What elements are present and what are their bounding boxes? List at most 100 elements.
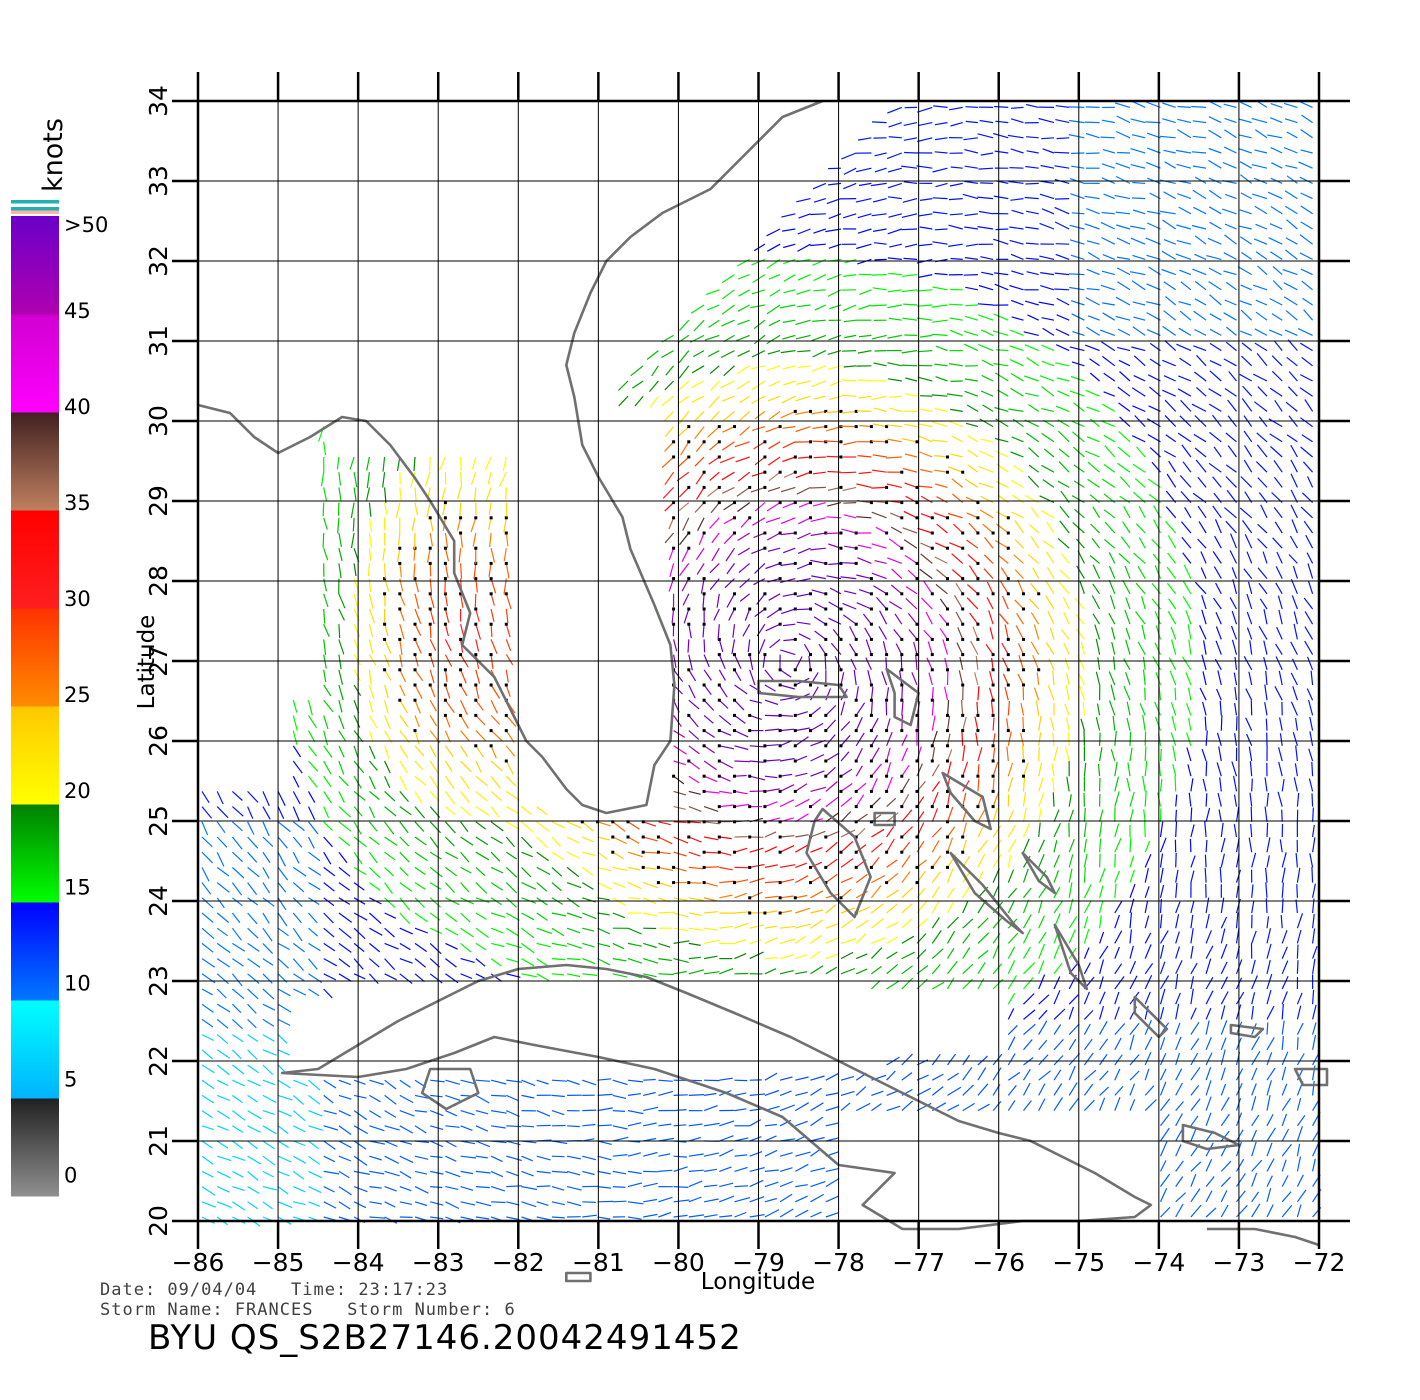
- wind-vector: [1204, 854, 1207, 868]
- wind-vector: [612, 1136, 629, 1142]
- wind-vector: [965, 106, 978, 108]
- wind-vector: [1190, 1128, 1197, 1142]
- latitude-tick-label: 20: [144, 1205, 173, 1237]
- wind-vector: [627, 1122, 642, 1127]
- wind-vector: [262, 1186, 277, 1191]
- wind-vector: [612, 1170, 627, 1175]
- wind-vector: [277, 1125, 289, 1134]
- wind-vector: [308, 1170, 323, 1179]
- wind-vector: [1175, 1101, 1184, 1111]
- wind-vector: [384, 1094, 397, 1105]
- colorbar-label: 5: [64, 1067, 77, 1091]
- wind-vector: [369, 1155, 382, 1161]
- wind-vector: [1296, 1115, 1306, 1127]
- wind-vector: [201, 1125, 214, 1131]
- wind-vector: [536, 1170, 551, 1174]
- wind-vector: [627, 1182, 643, 1188]
- longitude-tick-label: −80: [652, 1248, 705, 1277]
- product-id: BYU QS_S2B27146.20042491452: [148, 1318, 742, 1358]
- wind-vector: [962, 1066, 973, 1081]
- wind-vector: [749, 1179, 764, 1188]
- wind-vector: [1053, 1038, 1064, 1051]
- wind-vector: [308, 1186, 322, 1194]
- wind-vector: [1099, 1054, 1108, 1066]
- wind-vector: [1144, 1068, 1150, 1081]
- wind-vector: [1175, 1203, 1184, 1218]
- wind-vector: [338, 1125, 352, 1135]
- wind-vector: [353, 1140, 367, 1150]
- wind-vector: [734, 1166, 748, 1172]
- wind-vector: [1160, 1173, 1171, 1187]
- wind-vector: [430, 1125, 444, 1130]
- latitude-tick-label: 26: [144, 725, 173, 757]
- wind-vector: [749, 1151, 763, 1157]
- wind-vector: [262, 1079, 276, 1086]
- wind-vector: [506, 1110, 520, 1118]
- wind-vector: [262, 1201, 273, 1210]
- wind-vector: [1205, 793, 1208, 807]
- wind-vector: [947, 1104, 960, 1112]
- wind-vector: [429, 1110, 444, 1117]
- wind-vector: [430, 1170, 444, 1175]
- wind-vector: [308, 1110, 323, 1117]
- wind-vector: [1114, 854, 1116, 868]
- wind-vector: [1205, 839, 1208, 853]
- wind-vector: [293, 1140, 306, 1147]
- wind-vector: [277, 1140, 290, 1149]
- wind-vector: [795, 1091, 808, 1096]
- wind-vector: [1099, 732, 1101, 746]
- wind-vector: [1251, 1083, 1257, 1096]
- wind-vector: [1038, 1083, 1046, 1096]
- wind-vector: [551, 1201, 565, 1206]
- wind-vector: [262, 1155, 276, 1166]
- wind-vector: [734, 1108, 747, 1112]
- colorbar-label: 30: [64, 587, 91, 611]
- wind-vector: [934, 228, 948, 231]
- wind-vector: [1083, 1052, 1094, 1066]
- wind-vector: [965, 304, 978, 307]
- wind-vector: [1281, 1159, 1287, 1172]
- wind-vector: [688, 1180, 703, 1188]
- rain-flag-swatch: [11, 207, 59, 211]
- wind-vector: [1235, 1068, 1244, 1081]
- wind-vector: [764, 1197, 777, 1203]
- wind-vectors: [201, 100, 1322, 1227]
- wind-vector: [1022, 1068, 1031, 1081]
- wind-vector: [673, 1109, 687, 1112]
- colorbar-band: [11, 804, 59, 903]
- colorbar-band: [11, 510, 59, 609]
- wind-vector: [232, 1125, 244, 1134]
- wind-vector: [1159, 748, 1162, 762]
- colorbar-label: 20: [64, 779, 91, 803]
- wind-vector: [308, 1079, 321, 1091]
- wind-vector: [764, 1169, 779, 1172]
- wind-vector: [232, 1170, 244, 1178]
- wind-vector: [673, 1186, 689, 1188]
- wind-vector: [1220, 1113, 1230, 1127]
- wind-vector: [1205, 1052, 1213, 1066]
- wind-vector: [1055, 243, 1070, 245]
- wind-vector: [947, 1072, 959, 1081]
- wind-vector: [779, 1167, 793, 1172]
- wind-vector: [795, 1209, 809, 1218]
- wind-vector: [779, 1104, 796, 1112]
- wind-vector: [1311, 761, 1314, 777]
- wind-vector: [795, 1184, 808, 1188]
- wind-vector: [920, 395, 933, 397]
- wind-vector: [262, 1064, 274, 1075]
- wind-vector: [216, 1064, 230, 1076]
- wind-vector: [506, 1170, 520, 1177]
- wind-vector: [627, 897, 641, 900]
- wind-vector: [597, 1140, 612, 1145]
- wind-vector: [643, 1078, 656, 1081]
- wind-vector: [1083, 1099, 1095, 1112]
- wind-vector: [749, 1214, 765, 1218]
- wind-vector: [703, 1152, 719, 1157]
- wind-vector: [1038, 1039, 1048, 1051]
- wind-vector: [277, 1186, 289, 1195]
- wind-vector: [673, 1214, 688, 1218]
- wind-vector: [566, 1079, 580, 1086]
- wind-vector: [1266, 1067, 1276, 1081]
- wind-vector: [1159, 1068, 1167, 1081]
- wind-vector: [1144, 746, 1147, 762]
